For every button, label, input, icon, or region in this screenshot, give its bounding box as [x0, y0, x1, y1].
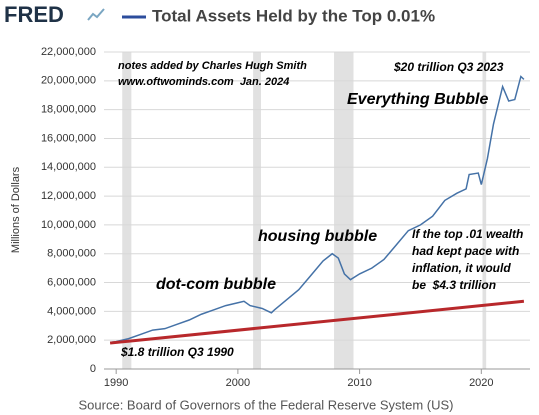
annotation: $1.8 trillion Q3 1990 [120, 345, 234, 359]
y-tick-label: 6,000,000 [47, 276, 96, 288]
plot-area [104, 52, 530, 369]
y-tick-label: 18,000,000 [41, 104, 96, 116]
annotation: notes added by Charles Hugh Smith [118, 60, 307, 72]
x-tick-label: 2000 [226, 377, 250, 389]
annotation: housing bubble [258, 228, 377, 245]
series-line [109, 299, 525, 345]
annotation: If the top .01 wealth [412, 227, 523, 241]
series-line [109, 75, 525, 344]
recession-shade [122, 52, 132, 369]
recession-shade [482, 52, 487, 369]
x-tick-label: 2010 [347, 377, 371, 389]
legend-label: Total Assets Held by the Top 0.01% [152, 6, 435, 25]
y-axis-label: Millions of Dollars [10, 166, 22, 253]
annotation: $20 trillion Q3 2023 [393, 60, 504, 74]
annotation: Everything Bubble [347, 91, 488, 108]
y-tick-label: 16,000,000 [41, 132, 96, 144]
y-tick-label: 12,000,000 [41, 190, 96, 202]
annotation: inflation, it would [412, 261, 511, 275]
annotation: had kept pace with [412, 244, 519, 258]
brand: FRED [4, 2, 64, 27]
y-tick-label: 4,000,000 [47, 305, 96, 317]
source: Source: Board of Governors of the Federa… [79, 397, 454, 412]
x-tick-label: 1990 [104, 377, 128, 389]
recession-shade [253, 52, 262, 369]
y-tick-label: 20,000,000 [41, 75, 96, 87]
y-tick-label: 8,000,000 [47, 248, 96, 260]
y-tick-label: 22,000,000 [41, 46, 96, 58]
annotation: be $4.3 trillion [412, 278, 496, 292]
y-tick-label: 2,000,000 [47, 334, 96, 346]
y-tick-label: 10,000,000 [41, 219, 96, 231]
y-tick-label: 0 [90, 363, 96, 375]
y-tick-label: 14,000,000 [41, 161, 96, 173]
annotation: dot-com bubble [156, 276, 276, 293]
recession-shade [334, 52, 354, 369]
annotation: www.oftwominds.com Jan. 2024 [118, 76, 289, 88]
x-tick-label: 2020 [469, 377, 493, 389]
brand-icon [87, 8, 105, 21]
